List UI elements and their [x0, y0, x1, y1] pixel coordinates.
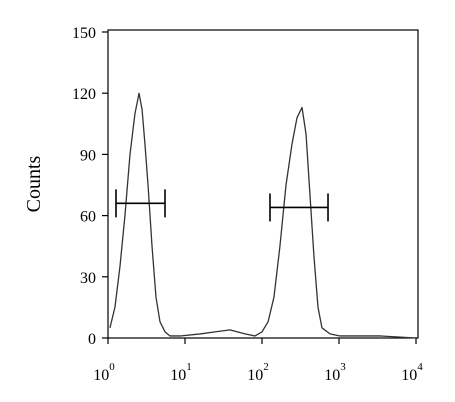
x-tick-label: 103 [324, 361, 346, 384]
y-tick-label: 90 [80, 147, 96, 164]
x-tick-base: 10 [170, 367, 186, 384]
x-tick-base: 10 [324, 367, 340, 384]
x-tick-exponent: 2 [263, 361, 269, 373]
x-tick-label: 104 [401, 361, 423, 384]
x-tick-exponent: 1 [186, 361, 192, 373]
x-tick-base: 10 [93, 367, 109, 384]
x-tick-base: 10 [401, 367, 417, 384]
y-axis-label: Counts [23, 155, 45, 212]
y-tick-label: 120 [72, 86, 96, 103]
plot-frame [107, 29, 419, 339]
x-tick-label: 100 [93, 361, 115, 384]
y-tick-label: 30 [80, 270, 96, 287]
x-tick-exponent: 4 [417, 361, 423, 373]
x-tick-label: 101 [170, 361, 192, 384]
y-tick-label: 60 [80, 209, 96, 226]
y-tick-label: 0 [88, 331, 96, 348]
x-tick-label: 102 [247, 361, 269, 384]
y-tick-label: 150 [72, 25, 96, 42]
x-tick-exponent: 0 [109, 361, 115, 373]
x-tick-exponent: 3 [340, 361, 346, 373]
x-tick-base: 10 [247, 367, 263, 384]
histogram-line [109, 92, 417, 339]
